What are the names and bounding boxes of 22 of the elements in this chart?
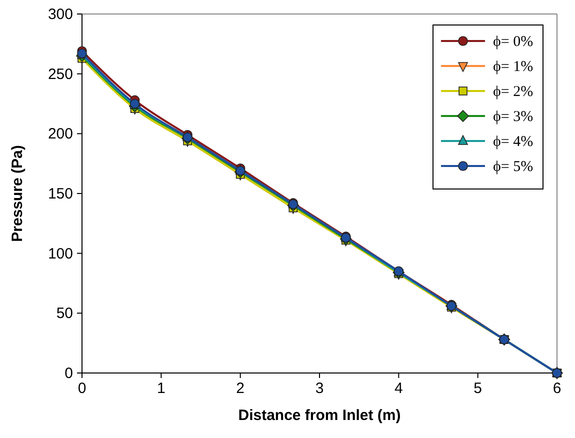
x-tick-label: 6 xyxy=(552,380,562,397)
y-tick-label: 0 xyxy=(64,365,73,382)
x-tick-label: 0 xyxy=(78,380,86,397)
y-tick-label: 100 xyxy=(48,245,73,262)
legend-label: ϕ= 0% xyxy=(493,34,534,50)
legend-label: ϕ= 3% xyxy=(493,109,534,125)
x-axis-title: Distance from Inlet (m) xyxy=(238,407,401,424)
x-tick-label: 4 xyxy=(394,380,403,397)
x-tick-label: 1 xyxy=(156,380,166,397)
legend-label: ϕ= 1% xyxy=(493,59,534,75)
y-tick-label: 300 xyxy=(48,6,73,23)
y-tick-label: 200 xyxy=(48,126,73,143)
legend-label: ϕ= 4% xyxy=(493,134,534,150)
x-tick-label: 5 xyxy=(474,380,482,397)
y-tick-label: 250 xyxy=(48,66,73,83)
legend-label: ϕ= 2% xyxy=(493,84,534,100)
x-tick-label: 2 xyxy=(236,380,245,397)
y-axis-title: Pressure (Pa) xyxy=(9,145,26,242)
y-tick-label: 50 xyxy=(56,305,73,322)
legend-label: ϕ= 5% xyxy=(493,159,534,175)
x-tick-label: 3 xyxy=(315,380,324,397)
y-tick-label: 150 xyxy=(48,186,73,202)
